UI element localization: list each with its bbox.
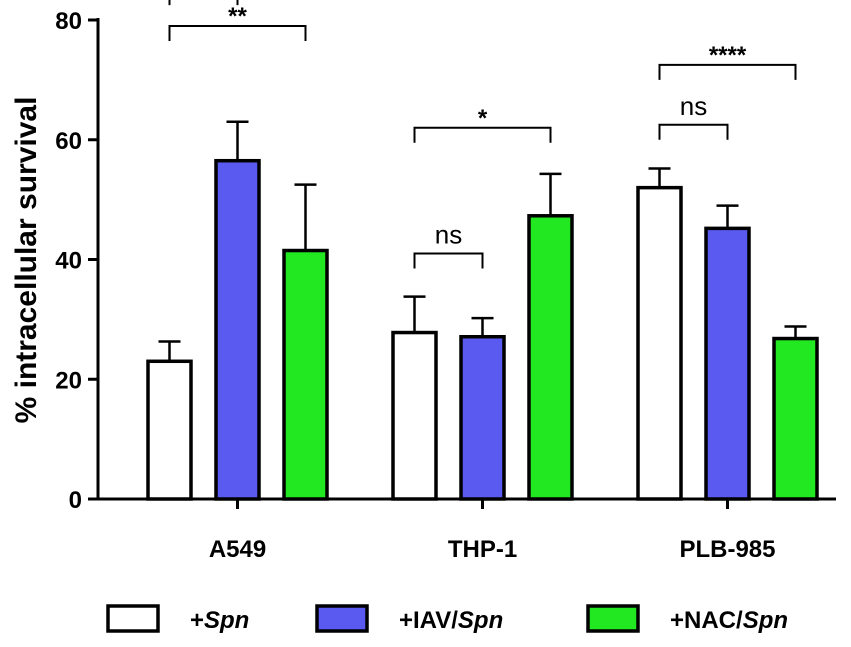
y-tick-label: 80: [55, 8, 82, 35]
bar: [459, 334, 506, 501]
y-axis-label: % intracellular survival: [10, 97, 43, 424]
x-tick-label: A549: [209, 536, 266, 563]
significance-label: *: [478, 105, 488, 132]
significance-bracket: [658, 63, 797, 80]
y-tick-label: 0: [69, 487, 82, 514]
bar: [636, 185, 683, 501]
bar: [391, 330, 438, 501]
bar: [214, 158, 261, 501]
legend-swatch: [586, 604, 640, 633]
significance-bracket: [413, 126, 552, 143]
legend: +Spn +IAV/Spn +NAC/Spn: [106, 604, 788, 634]
y-tick-label: 20: [55, 367, 82, 394]
legend-swatch: [106, 604, 160, 633]
significance-label: **: [228, 3, 247, 30]
bars: [146, 120, 819, 501]
bar: [527, 214, 574, 501]
bar: [282, 248, 329, 501]
legend-swatch: [315, 604, 369, 633]
legend-label: +Spn: [190, 607, 249, 634]
legend-label: +NAC/Spn: [670, 607, 788, 634]
significance-bracket: [658, 123, 729, 140]
x-tick-label: THP-1: [448, 536, 517, 563]
x-tick-label: PLB-985: [679, 536, 775, 563]
significance-brackets: ******ns*ns****: [168, 0, 797, 269]
significance-bracket: [413, 252, 484, 269]
significance-bracket: [168, 24, 307, 41]
bar: [704, 226, 751, 501]
significance-label: ns: [680, 91, 707, 121]
y-tick-label: 40: [55, 248, 82, 275]
bar: [146, 359, 193, 501]
significance-label: ****: [709, 42, 747, 69]
significance-label: ns: [435, 220, 462, 250]
y-tick-label: 60: [55, 128, 82, 155]
bar: [772, 336, 819, 501]
legend-label: +IAV/Spn: [399, 607, 503, 634]
